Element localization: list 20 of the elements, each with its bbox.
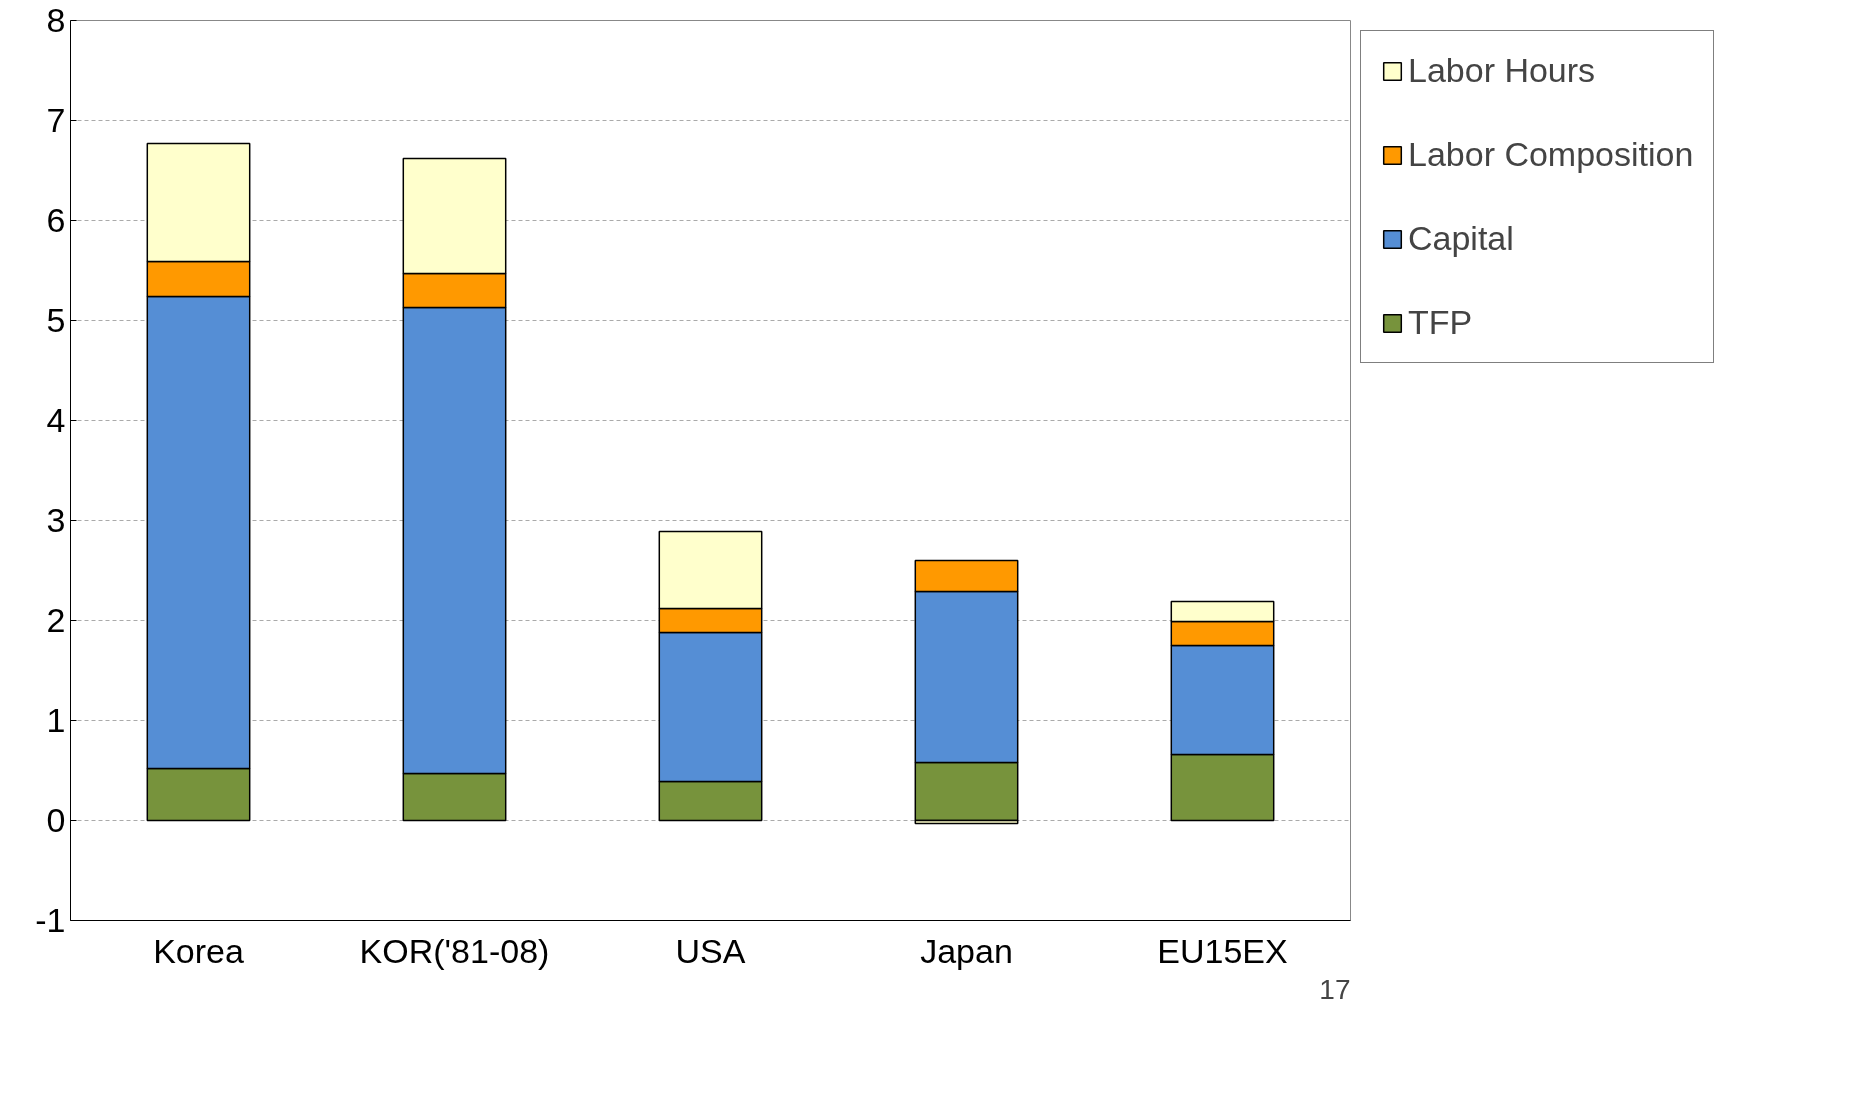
x-tick-label: Japan <box>920 931 1013 970</box>
y-tick-label: 2 <box>46 601 66 639</box>
y-tick-label: 3 <box>46 501 66 539</box>
x-tick-label: EU15EX <box>1157 931 1288 970</box>
y-tick-label: -1 <box>35 901 66 939</box>
y-tick-label: 7 <box>46 101 66 139</box>
text: 17 <box>1319 973 1351 1005</box>
y-tick-label: 4 <box>46 401 66 439</box>
legend-label: Labor Hours <box>1408 51 1596 90</box>
x-tick-label: USA <box>675 931 746 970</box>
y-tick-label: 8 <box>46 1 66 39</box>
legend-label: Labor Composition <box>1408 135 1694 174</box>
legend-label: TFP <box>1408 303 1473 342</box>
y-tick-label: 1 <box>46 701 66 739</box>
y-tick-label: 5 <box>46 301 66 339</box>
x-tick-label: KOR('81-08) <box>359 931 550 970</box>
y-tick-label: 0 <box>46 801 66 839</box>
x-tick-label: Korea <box>153 931 244 970</box>
legend-label: Capital <box>1408 219 1514 258</box>
y-tick-label: 6 <box>46 201 66 239</box>
